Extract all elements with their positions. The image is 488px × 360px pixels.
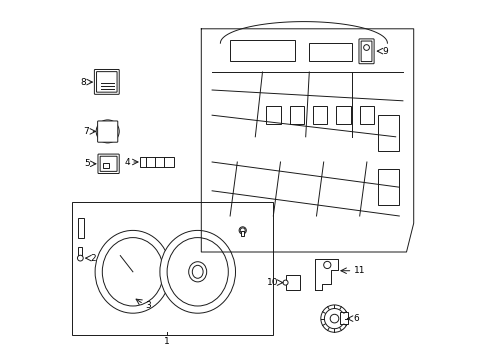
Ellipse shape <box>95 230 170 313</box>
Text: 3: 3 <box>145 301 151 310</box>
Text: 5: 5 <box>84 159 89 168</box>
FancyBboxPatch shape <box>359 106 373 124</box>
FancyBboxPatch shape <box>96 72 117 92</box>
FancyBboxPatch shape <box>241 231 244 236</box>
FancyBboxPatch shape <box>339 312 347 324</box>
FancyBboxPatch shape <box>377 115 399 151</box>
Text: 1: 1 <box>164 337 170 346</box>
Ellipse shape <box>160 230 235 313</box>
FancyBboxPatch shape <box>361 41 371 62</box>
FancyBboxPatch shape <box>265 106 280 124</box>
FancyBboxPatch shape <box>377 169 399 205</box>
Ellipse shape <box>77 255 83 261</box>
Ellipse shape <box>104 128 111 135</box>
Text: 10: 10 <box>266 278 277 287</box>
Text: 8: 8 <box>80 78 86 87</box>
FancyBboxPatch shape <box>285 275 300 290</box>
Text: 6: 6 <box>353 314 359 323</box>
Ellipse shape <box>100 123 115 139</box>
FancyBboxPatch shape <box>312 106 326 124</box>
FancyBboxPatch shape <box>309 43 352 61</box>
FancyBboxPatch shape <box>230 40 294 61</box>
Text: 11: 11 <box>353 266 365 275</box>
FancyBboxPatch shape <box>78 247 82 256</box>
FancyBboxPatch shape <box>358 39 373 64</box>
Polygon shape <box>201 29 413 252</box>
FancyBboxPatch shape <box>94 69 119 94</box>
Ellipse shape <box>167 238 228 306</box>
FancyBboxPatch shape <box>140 157 174 167</box>
Ellipse shape <box>329 314 338 323</box>
Ellipse shape <box>192 265 203 278</box>
FancyBboxPatch shape <box>289 106 303 124</box>
Ellipse shape <box>96 120 119 143</box>
Text: 9: 9 <box>382 47 387 56</box>
Ellipse shape <box>363 45 368 50</box>
Ellipse shape <box>240 228 244 233</box>
FancyBboxPatch shape <box>72 202 273 335</box>
Text: 2: 2 <box>91 253 96 263</box>
Text: 4: 4 <box>124 158 130 166</box>
FancyBboxPatch shape <box>100 156 117 171</box>
FancyBboxPatch shape <box>103 163 109 168</box>
FancyBboxPatch shape <box>98 154 119 174</box>
FancyBboxPatch shape <box>78 218 84 238</box>
Ellipse shape <box>324 309 344 329</box>
FancyBboxPatch shape <box>98 121 118 142</box>
Ellipse shape <box>188 262 206 282</box>
Ellipse shape <box>102 238 163 306</box>
Ellipse shape <box>320 305 347 332</box>
Ellipse shape <box>283 280 287 285</box>
FancyBboxPatch shape <box>336 106 350 124</box>
Text: 7: 7 <box>83 127 89 136</box>
Ellipse shape <box>323 261 330 269</box>
Ellipse shape <box>239 227 246 234</box>
